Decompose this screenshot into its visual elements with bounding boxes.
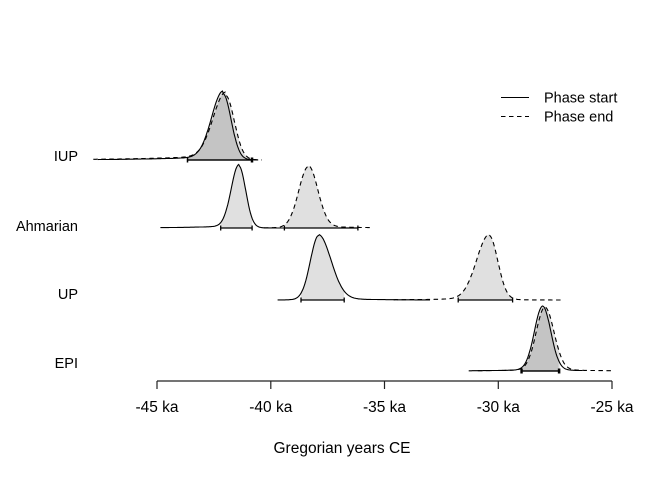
density-line-ahmarian-end: [263, 164, 371, 229]
density-line-iup-end: [93, 91, 262, 161]
row-label-epi: EPI: [55, 356, 78, 372]
x-axis-title: Gregorian years CE: [274, 440, 411, 457]
density-fill-epi-end: [522, 307, 560, 371]
row-label-iup: IUP: [54, 149, 78, 165]
row-label-ahmarian: Ahmarian: [16, 219, 78, 235]
density-fill-up-end: [458, 234, 513, 300]
density-line-ahmarian-start: [160, 163, 287, 229]
density-line-epi-end: [477, 306, 614, 372]
density-line-up-start: [277, 234, 430, 301]
legend: Phase start Phase end: [501, 91, 617, 126]
credible-interval-bar-ahmarian-start: [220, 225, 253, 231]
density-line-up-end: [393, 233, 562, 301]
x-tick-label: -35 ka: [363, 399, 406, 416]
legend-label-phase-end: Phase end: [544, 110, 613, 126]
x-tick-label: -45 ka: [135, 399, 178, 416]
density-curves: [93, 90, 614, 374]
legend-label-phase-start: Phase start: [544, 91, 617, 107]
credible-interval-bar-epi-end: [521, 368, 561, 374]
row-label-up: UP: [58, 287, 78, 303]
x-axis-line: [156, 380, 613, 389]
density-fill-epi-start: [521, 306, 559, 371]
density-fill-up-start: [301, 234, 345, 300]
credible-interval-bar-up-start: [300, 297, 345, 303]
x-axis: [156, 380, 613, 389]
x-tick-label: -40 ka: [249, 399, 292, 416]
density-line-epi-start: [468, 305, 583, 372]
density-fill-ahmarian-end: [284, 165, 358, 228]
x-tick-label: -25 ka: [590, 399, 633, 416]
x-tick-label: -30 ka: [477, 399, 520, 416]
density-fill-ahmarian-start: [220, 164, 253, 228]
density-line-iup-start: [97, 90, 259, 161]
